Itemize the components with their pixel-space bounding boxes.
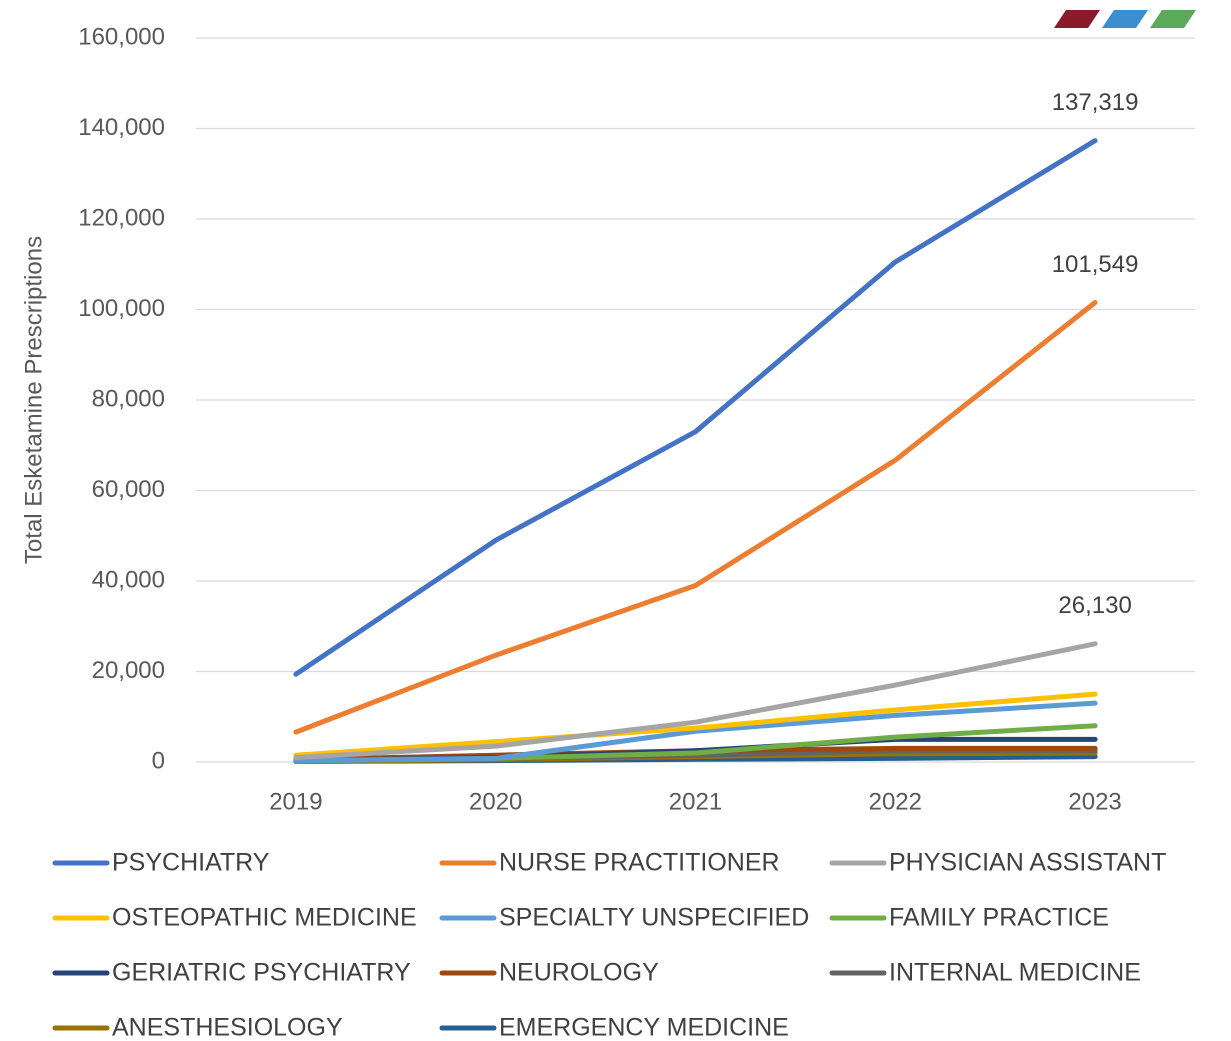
legend-label: NEUROLOGY (499, 959, 659, 987)
legend-label: GERIATRIC PSYCHIATRY (112, 959, 411, 987)
y-tick-label: 140,000 (78, 114, 165, 141)
x-tick-label: 2020 (469, 788, 522, 815)
y-tick-label: 40,000 (92, 566, 165, 593)
y-tick-label: 60,000 (92, 476, 165, 503)
series-line (293, 700, 1098, 764)
y-tick-label: 120,000 (78, 204, 165, 231)
series-line (293, 299, 1098, 735)
x-tick-label: 2022 (869, 788, 922, 815)
data-label: 26,130 (1058, 592, 1131, 619)
decor-shape (1102, 10, 1148, 28)
legend-label: PSYCHIATRY (112, 849, 270, 877)
y-tick-label: 0 (152, 747, 165, 774)
series-line (293, 691, 1098, 758)
legend-label: NURSE PRACTITIONER (499, 849, 780, 877)
y-tick-label: 160,000 (78, 23, 165, 50)
legend-label: PHYSICIAN ASSISTANT (889, 849, 1166, 877)
series-line (293, 641, 1098, 760)
legend-label: ANESTHESIOLOGY (112, 1014, 343, 1041)
decor-shape (1150, 10, 1196, 28)
data-label: 137,319 (1052, 89, 1139, 116)
data-label: 101,549 (1052, 251, 1139, 278)
x-tick-label: 2023 (1068, 788, 1121, 815)
decor-shape (1054, 10, 1100, 28)
y-tick-label: 80,000 (92, 385, 165, 412)
legend-label: SPECIALTY UNSPECIFIED (499, 904, 809, 932)
series-line (293, 138, 1098, 677)
x-tick-label: 2021 (669, 788, 722, 815)
legend-label: FAMILY PRACTICE (889, 904, 1109, 932)
y-tick-label: 100,000 (78, 295, 165, 322)
legend-label: EMERGENCY MEDICINE (499, 1014, 789, 1041)
decoration (1054, 10, 1196, 28)
x-tick-label: 2019 (269, 788, 322, 815)
y-tick-label: 20,000 (92, 657, 165, 684)
legend-label: OSTEOPATHIC MEDICINE (112, 904, 417, 932)
legend-label: INTERNAL MEDICINE (889, 959, 1141, 987)
y-axis-title: Total Esketamine Prescriptions (20, 236, 47, 564)
